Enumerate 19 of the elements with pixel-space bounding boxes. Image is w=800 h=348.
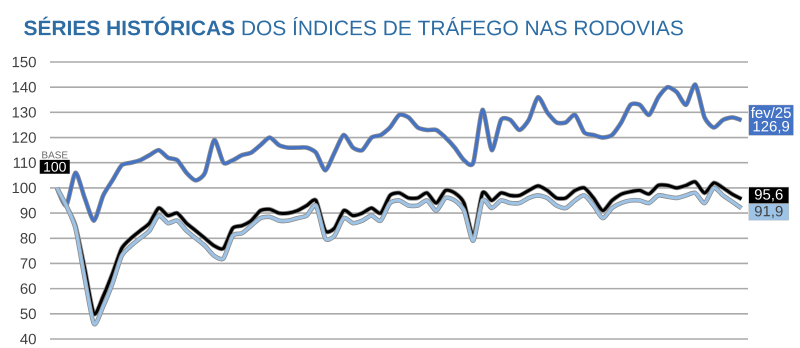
y-tick-label: 110: [14, 157, 36, 168]
y-tick-label: 80: [20, 232, 36, 244]
y-tick-label: 120: [12, 132, 36, 143]
annotation: BASE: [42, 151, 68, 158]
text: 95,6: [754, 189, 783, 202]
y-tick-label: 130: [12, 107, 36, 118]
text: 91,9: [754, 206, 783, 218]
y-tick-label: 70: [20, 258, 36, 269]
chart-title: SÉRIES HISTÓRICAS DOS ÍNDICES DE TRÁFEGO NAS RODOVIAS: [24, 16, 683, 36]
y-tick-label: 60: [20, 283, 36, 294]
annotation: 100: [44, 162, 66, 172]
y-tick-label: 150: [12, 56, 36, 68]
text: 126,9: [754, 120, 790, 134]
y-tick-label: 40: [20, 334, 36, 344]
y-tick-label: 50: [20, 308, 36, 320]
y-tick-label: 100: [12, 182, 36, 194]
text: fev/25: [750, 107, 791, 118]
y-tick-label: 140: [12, 82, 36, 92]
y-tick-label: 90: [20, 208, 36, 218]
